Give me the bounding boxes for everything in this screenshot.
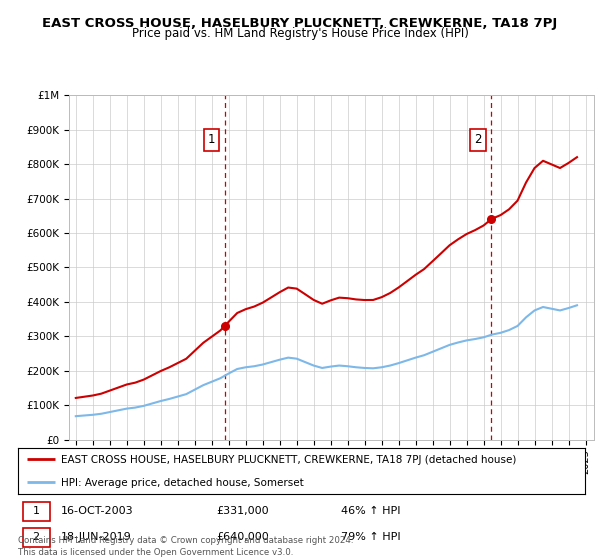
Text: Contains HM Land Registry data © Crown copyright and database right 2024.
This d: Contains HM Land Registry data © Crown c… [18, 536, 353, 557]
Text: £331,000: £331,000 [217, 506, 269, 516]
Text: 79% ↑ HPI: 79% ↑ HPI [341, 532, 401, 542]
Text: EAST CROSS HOUSE, HASELBURY PLUCKNETT, CREWKERNE, TA18 7PJ: EAST CROSS HOUSE, HASELBURY PLUCKNETT, C… [43, 17, 557, 30]
Text: £640,000: £640,000 [217, 532, 269, 542]
Text: HPI: Average price, detached house, Somerset: HPI: Average price, detached house, Some… [61, 478, 303, 488]
Text: 16-OCT-2003: 16-OCT-2003 [61, 506, 133, 516]
Text: 1: 1 [208, 133, 215, 147]
Text: EAST CROSS HOUSE, HASELBURY PLUCKNETT, CREWKERNE, TA18 7PJ (detached house): EAST CROSS HOUSE, HASELBURY PLUCKNETT, C… [61, 455, 516, 465]
Text: 2: 2 [32, 532, 40, 542]
Bar [23, 528, 50, 547]
Text: 2: 2 [474, 133, 482, 147]
Text: 46% ↑ HPI: 46% ↑ HPI [341, 506, 401, 516]
Bar [23, 502, 50, 521]
Text: Price paid vs. HM Land Registry's House Price Index (HPI): Price paid vs. HM Land Registry's House … [131, 27, 469, 40]
Text: 1: 1 [32, 506, 40, 516]
Text: 18-JUN-2019: 18-JUN-2019 [61, 532, 131, 542]
